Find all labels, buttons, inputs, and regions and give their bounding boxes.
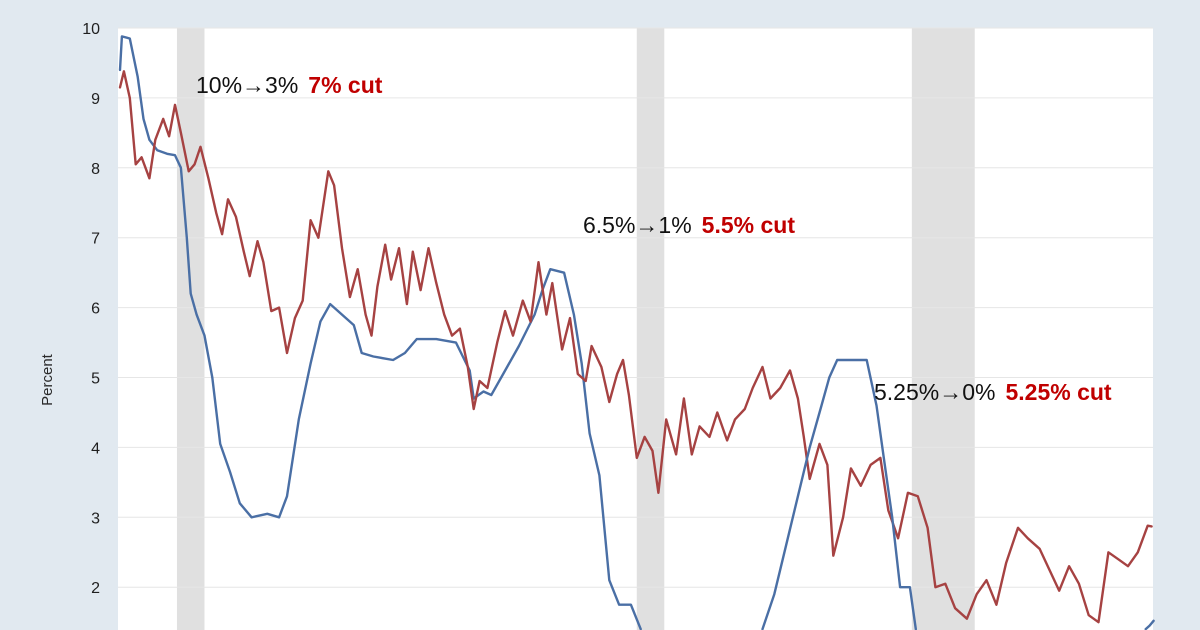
y-tick-label-3: 3 (91, 510, 100, 527)
y-axis-label: Percent (39, 353, 56, 406)
y-tick-label-5: 5 (91, 371, 100, 388)
recession-bands (176, 28, 975, 630)
series-line-3 (761, 358, 917, 630)
annotation-2-cut: 5.5% cut (701, 212, 795, 238)
annotation-3: 5.25%→0% 5.25% cut (874, 379, 1112, 406)
recession-band-2 (636, 28, 665, 630)
series-line-4 (1144, 619, 1155, 630)
y-tick-label-4: 4 (91, 440, 100, 457)
plot-area (118, 28, 1153, 630)
y-tick-label-8: 8 (91, 161, 100, 178)
series-lines (118, 35, 1155, 630)
y-tick-label-10: 10 (82, 21, 100, 38)
series-line-2 (118, 70, 1153, 624)
annotation-1-cut: 7% cut (308, 72, 383, 98)
annotation-1: 10%→3% 7% cut (196, 72, 382, 99)
y-tick-label-6: 6 (91, 301, 100, 318)
annotation-2: 6.5%→1% 5.5% cut (583, 212, 795, 239)
recession-band-1 (176, 28, 205, 630)
y-axis-ticks: 2 3 4 5 6 7 8 9 10 (82, 21, 100, 597)
y-tick-label-7: 7 (91, 231, 100, 248)
series-line-1 (118, 35, 642, 630)
recession-band-3 (911, 28, 975, 630)
annotation-2-range: 6.5%→1% (583, 212, 692, 238)
annotation-1-range: 10%→3% (196, 72, 299, 98)
annotation-3-range: 5.25%→0% (874, 379, 996, 405)
y-tick-label-9: 9 (91, 91, 100, 108)
y-tick-label-2: 2 (91, 580, 100, 597)
annotation-3-cut: 5.25% cut (1005, 379, 1112, 405)
